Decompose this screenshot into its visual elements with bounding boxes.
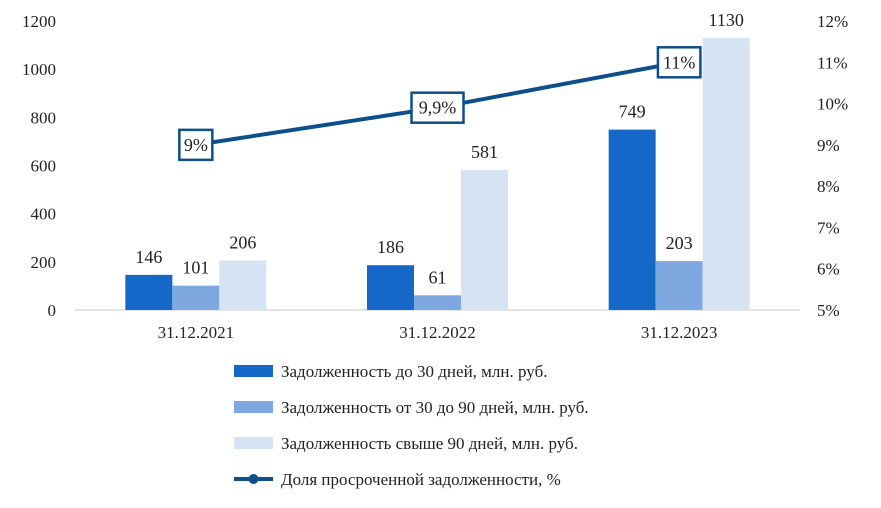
y-right-tick-label: 7% [817, 218, 840, 237]
bar-3 [461, 170, 508, 310]
bar-data-label: 203 [666, 233, 693, 253]
line-label-box [656, 46, 702, 79]
legend-label: Доля просроченной задолженности, % [281, 470, 561, 489]
bar-3 [219, 260, 267, 310]
y-right-tick-label: 11% [817, 53, 848, 72]
y-right-tick-label: 9% [817, 136, 840, 155]
legend-label: Задолженность свыше 90 дней, млн. руб. [281, 434, 578, 453]
bar-data-label: 206 [229, 232, 256, 252]
bar-data-label: 1130 [708, 10, 743, 30]
y-left-tick-label: 400 [31, 205, 57, 224]
x-tick-label: 31.12.2022 [399, 323, 476, 342]
bar-1 [125, 274, 173, 310]
y-right-tick-label: 5% [817, 301, 840, 320]
legend-swatch [234, 365, 273, 377]
legend-marker [248, 474, 259, 484]
bar-data-label: 749 [619, 102, 646, 122]
bar-data-label: 146 [135, 247, 162, 267]
line-label-box [178, 128, 214, 162]
line-label-box [410, 91, 465, 124]
y-left-tick-label: 1200 [22, 12, 56, 31]
y-right-tick-label: 8% [817, 177, 840, 196]
bar-2 [655, 261, 703, 310]
y-left-tick-label: 1000 [22, 60, 56, 79]
line-data-label: 9% [184, 135, 208, 155]
y-left-tick-label: 800 [31, 108, 57, 127]
bar-3 [702, 37, 750, 310]
bar-1 [608, 129, 656, 310]
legend-label: Задолженность от 30 до 90 дней, млн. руб… [281, 398, 589, 417]
legend-swatch [234, 401, 273, 413]
bar-2 [172, 285, 220, 310]
y-right-tick-label: 10% [817, 95, 848, 114]
bar-2 [414, 295, 461, 310]
bar-data-label: 101 [182, 258, 209, 278]
bar-data-label: 61 [429, 267, 447, 287]
y-left-tick-label: 200 [31, 253, 57, 272]
x-tick-label: 31.12.2021 [158, 323, 235, 342]
y-left-tick-label: 0 [48, 301, 57, 320]
bar-data-label: 186 [377, 237, 404, 257]
y-right-tick-label: 6% [817, 260, 840, 279]
legend-label: Задолженность до 30 дней, млн. руб. [281, 362, 547, 381]
y-right-tick-label: 12% [817, 12, 848, 31]
x-tick-label: 31.12.2023 [641, 323, 718, 342]
bar-1 [367, 265, 414, 310]
legend-swatch [234, 437, 273, 449]
bar-data-label: 581 [471, 142, 498, 162]
line-data-label: 11% [663, 52, 695, 72]
line-data-label: 9,9% [419, 98, 457, 118]
y-left-tick-label: 600 [31, 157, 57, 176]
